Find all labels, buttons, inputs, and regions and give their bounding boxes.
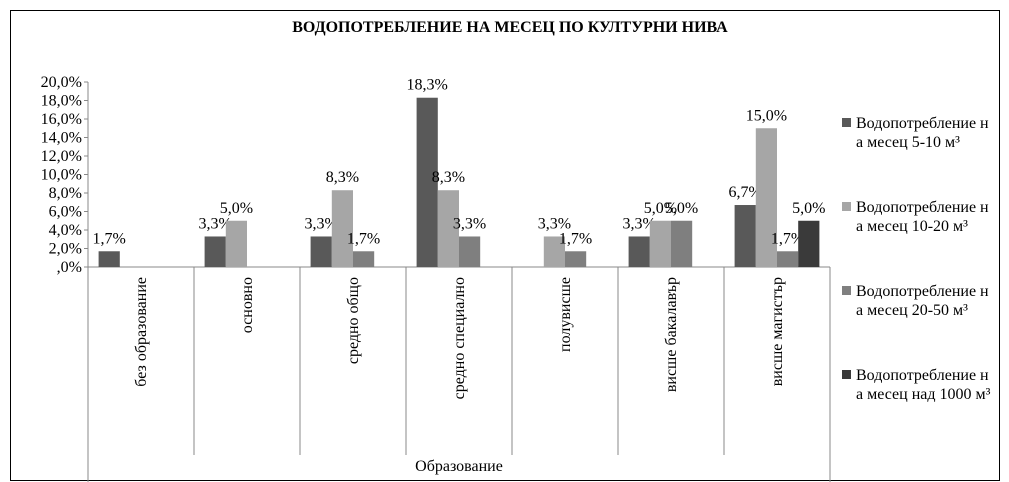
x-tick-label: без образование [133,277,150,387]
y-tick-label: 18,0% [41,93,82,110]
bar [459,236,481,267]
legend-entry: Водопотребление на месец 10-20 м³ [842,198,991,236]
bar [416,97,438,267]
bar [777,251,799,267]
chart-title: ВОДОПОТРЕБЛЕНИЕ НА МЕСЕЦ ПО КУЛТУРНИ НИВ… [292,19,728,36]
legend-swatch [842,286,851,295]
bar [331,190,353,267]
data-label: 1,7% [771,230,804,247]
bar [225,220,247,267]
y-tick-label: 8,0% [49,185,82,202]
bar [543,236,565,267]
chart-border [10,10,1000,481]
legend-entry: Водопотребление на месец над 1000 м³ [842,366,991,404]
bar [755,128,777,267]
bar [353,251,375,267]
data-label: 1,7% [347,230,380,247]
bar [98,251,120,267]
data-label: 3,3% [538,215,571,232]
legend-swatch [842,118,851,127]
x-tick-label: основно [239,277,256,333]
bar [310,236,332,267]
data-label: 5,0% [792,200,825,217]
y-tick-label: 6,0% [49,204,82,221]
y-tick-label: 2,0% [49,241,82,258]
x-axis-label: Образование [415,458,503,475]
bar [437,190,459,267]
data-label: 1,7% [559,230,592,247]
y-tick-label: 12,0% [41,148,82,165]
y-tick-label: ,0% [57,259,82,276]
data-label: 18,3% [407,77,448,94]
legend-swatch [842,370,851,379]
bar [565,251,587,267]
bar [798,220,820,267]
legend-entry: Водопотребление на месец 20-50 м³ [842,282,991,320]
x-tick-label: висше бакалавър [663,277,680,392]
bar [628,236,650,267]
bar [204,236,226,267]
data-label: 3,3% [199,215,232,232]
bar [734,205,756,267]
data-label: 3,3% [305,215,338,232]
data-label: 6,7% [729,184,762,201]
x-tick-label: полувисше [557,277,574,352]
x-tick-label: висше магистър [769,277,786,386]
legend-entry: Водопотребление на месец 5-10 м³ [842,114,991,152]
data-label: 8,3% [432,169,465,186]
y-tick-label: 16,0% [41,111,82,128]
data-label: 15,0% [746,107,787,124]
y-tick-label: 14,0% [41,130,82,147]
y-tick-label: 10,0% [41,167,82,184]
data-label: 5,0% [644,200,677,217]
data-label: 1,7% [93,230,126,247]
x-tick-label: средно специално [451,277,468,399]
x-tick-label: средно общо [345,277,362,364]
legend-swatch [842,202,851,211]
y-tick-label: 20,0% [41,74,82,91]
bar [671,220,693,267]
data-label: 5,0% [665,200,698,217]
data-label: 5,0% [220,200,253,217]
y-tick-label: 4,0% [49,222,82,239]
data-label: 8,3% [326,169,359,186]
data-label: 3,3% [623,215,656,232]
bar [649,220,671,267]
data-label: 3,3% [453,215,486,232]
